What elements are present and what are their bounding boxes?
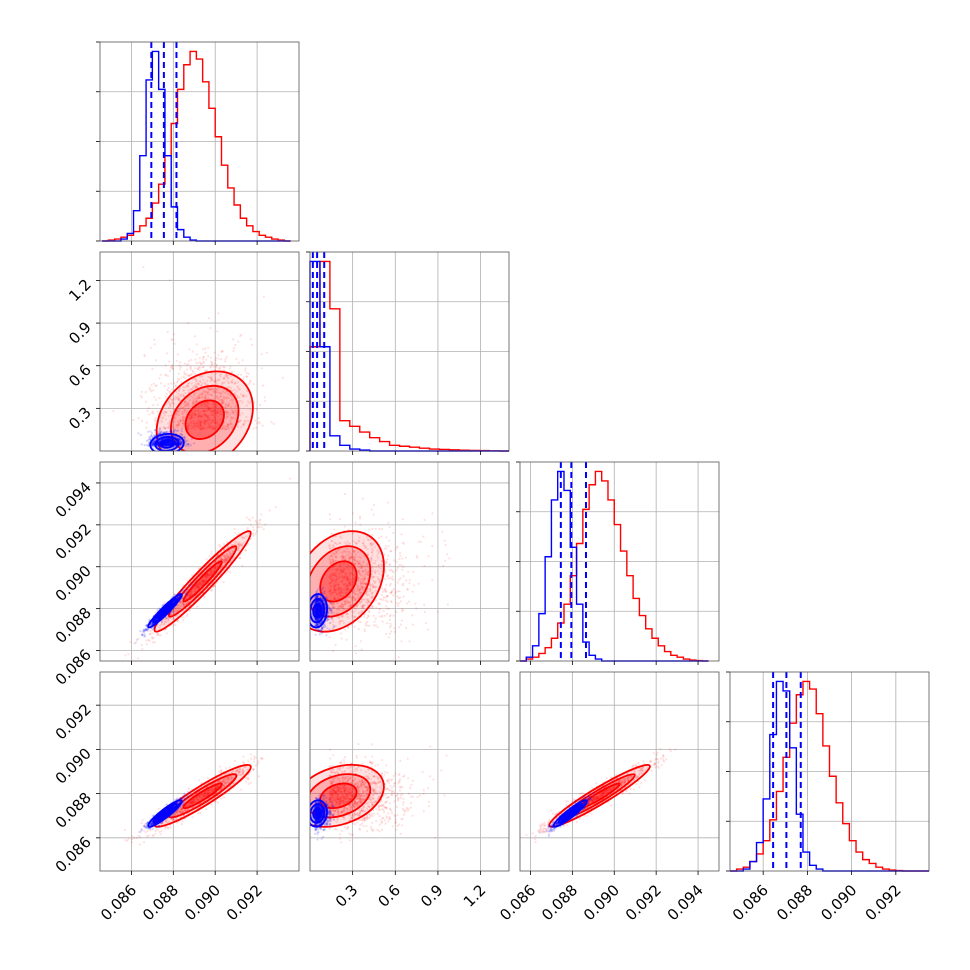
scatter-panel-3-1-grid (310, 672, 509, 871)
x-tick-label-col1-3: 1.2 (460, 881, 490, 911)
x-tick-label-col2-4: 0.094 (664, 881, 707, 924)
scatter-panel-3-2-blue-contour-2 (562, 807, 578, 820)
y-tick-label-row1-3: 1.2 (65, 276, 95, 306)
y-tick-label-row3-3: 0.092 (52, 700, 95, 743)
x-tick-label-col2-2: 0.090 (580, 881, 623, 924)
scatter-panel-2-0 (99, 461, 300, 662)
scatter-panel-3-2-grid (520, 672, 719, 871)
hist-panel-2 (516, 461, 720, 662)
hist-panel-1 (306, 251, 510, 452)
scatter-panel-1-0-red-contour-0 (155, 370, 254, 451)
hist-panel-0-grid (100, 42, 299, 241)
hist-panel-2-red-histogram (520, 470, 709, 662)
y-tick-label-row3-2: 0.090 (52, 744, 95, 787)
x-tick-label-col0-0: 0.086 (97, 881, 140, 924)
hist-panel-2-frame (519, 461, 720, 662)
scatter-panel-1-0-red-contour-2 (184, 399, 225, 440)
hist-panel-3-frame (729, 671, 930, 872)
scatter-panel-3-2-content (520, 747, 677, 849)
x-tick-label-col0-2: 0.090 (181, 881, 224, 924)
x-tick-label-col1-0: 0.3 (332, 881, 362, 911)
scatter-panel-2-0-content (124, 477, 291, 660)
y-tick-label-row1-2: 0.9 (65, 318, 95, 348)
x-tick-label-col2-1: 0.088 (538, 881, 581, 924)
scatter-panel-3-1-red-samples (328, 742, 448, 844)
hist-panel-1-red-histogram (309, 260, 509, 452)
hist-panel-0-red-histogram (102, 50, 291, 242)
x-tick-label-col0-3: 0.092 (223, 881, 266, 924)
scatter-panel-3-0-red-contour-2 (182, 782, 223, 810)
y-tick-label-row2-1: 0.088 (52, 604, 95, 647)
scatter-panel-3-2-frame (519, 671, 720, 872)
scatter-panel-1-0-blue-contour-2 (159, 439, 175, 449)
scatter-panel-2-0-red-contour-1 (168, 545, 238, 618)
hist-panel-3 (726, 671, 930, 872)
hist-panel-1-frame (309, 251, 510, 452)
y-tick-label-row2-3: 0.092 (52, 520, 95, 563)
scatter-panel-3-0-blue-contour-2 (157, 807, 173, 820)
scatter-panel-2-1-frame (309, 461, 510, 662)
scatter-panel-2-1-blue-contour-2 (312, 603, 322, 619)
scatter-panel-3-0-frame (99, 671, 300, 872)
scatter-panel-1-0 (99, 251, 300, 452)
scatter-panel-2-0-grid (100, 462, 299, 661)
scatter-panel-3-2 (519, 671, 720, 872)
x-tick-label-col1-2: 0.9 (417, 881, 447, 911)
hist-panel-0-blue-histogram (102, 50, 291, 242)
x-tick-label-col3-1: 0.088 (773, 881, 816, 924)
scatter-panel-3-0-grid (100, 672, 299, 871)
scatter-panel-3-0-blue-contour-0 (147, 799, 183, 828)
scatter-panel-3-1 (309, 671, 510, 872)
y-tick-label-row2-0: 0.086 (52, 646, 95, 689)
scatter-panel-1-0-frame (99, 251, 300, 452)
scatter-panel-3-1-frame (309, 671, 510, 872)
scatter-panel-2-1-red-contour-0 (310, 530, 385, 633)
scatter-panel-2-0-blue-contour-0 (147, 593, 183, 629)
y-tick-label-row2-4: 0.094 (52, 478, 95, 521)
x-tick-label-col3-0: 0.086 (729, 881, 772, 924)
x-tick-label-col3-3: 0.092 (862, 881, 905, 924)
x-tick-label-col3-2: 0.090 (817, 881, 860, 924)
x-tick-label-col2-3: 0.092 (622, 881, 665, 924)
scatter-panel-2-1-content (310, 492, 451, 659)
scatter-panel-3-0 (99, 671, 300, 872)
scatter-panel-1-0-content (112, 266, 284, 451)
hist-panel-2-grid (520, 462, 719, 661)
scatter-panel-2-1-grid (310, 462, 509, 661)
scatter-panel-3-1-blue-contour-2 (312, 807, 322, 820)
hist-panel-0 (96, 41, 300, 242)
scatter-panel-3-1-blue-samples (314, 793, 335, 841)
hist-panel-3-red-histogram (730, 680, 929, 872)
x-tick-label-col1-1: 0.6 (375, 881, 405, 911)
x-tick-label-col0-1: 0.088 (139, 881, 182, 924)
scatter-panel-2-1 (309, 461, 510, 662)
x-tick-label-col2-0: 0.086 (496, 881, 539, 924)
scatter-panel-3-0-content (123, 753, 264, 846)
scatter-panel-2-0-frame (99, 461, 300, 662)
y-tick-label-row1-1: 0.6 (65, 361, 95, 391)
y-tick-label-row2-2: 0.090 (52, 562, 95, 605)
scatter-panel-3-1-red-contour-2 (319, 782, 358, 810)
scatter-panel-2-0-red-contour-2 (182, 560, 223, 603)
scatter-panel-2-0-blue-contour-2 (157, 603, 173, 619)
hist-panel-0-frame (99, 41, 300, 242)
scatter-panel-3-1-red-contour-0 (310, 763, 385, 828)
scatter-panel-3-2-blue-contour-0 (552, 799, 588, 828)
y-tick-label-row3-1: 0.088 (52, 789, 95, 832)
y-tick-label-row3-0: 0.086 (52, 833, 95, 876)
scatter-panel-2-1-red-contour-1 (310, 545, 372, 618)
scatter-panel-1-0-grid (100, 252, 299, 451)
y-tick-label-row1-0: 0.3 (65, 403, 95, 433)
scatter-panel-3-1-content (310, 742, 448, 844)
hist-panel-1-grid (310, 252, 509, 451)
scatter-panel-2-0-red-contour-0 (153, 530, 252, 633)
